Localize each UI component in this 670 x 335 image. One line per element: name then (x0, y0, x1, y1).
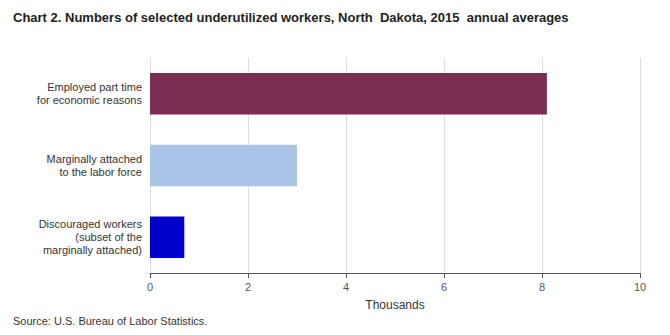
svg-text:Employed part time: Employed part time (47, 81, 142, 93)
svg-text:(subset of the: (subset of the (75, 231, 142, 243)
svg-text:for economic reasons: for economic reasons (37, 94, 143, 106)
svg-text:4: 4 (343, 281, 349, 293)
svg-text:Source: U.S. Bureau of Labor S: Source: U.S. Bureau of Labor Statistics. (13, 315, 207, 327)
svg-text:Discouraged workers: Discouraged workers (39, 218, 143, 230)
svg-text:0: 0 (147, 281, 153, 293)
svg-text:Chart 2. Numbers of selected u: Chart 2. Numbers of selected underutiliz… (13, 10, 569, 25)
svg-text:8: 8 (539, 281, 545, 293)
svg-text:marginally attached): marginally attached) (43, 244, 142, 256)
svg-text:Marginally attached: Marginally attached (47, 153, 142, 165)
svg-text:2: 2 (245, 281, 251, 293)
svg-text:Thousands: Thousands (365, 298, 424, 312)
svg-text:to the labor force: to the labor force (59, 166, 142, 178)
svg-text:10: 10 (634, 281, 646, 293)
svg-text:6: 6 (441, 281, 447, 293)
